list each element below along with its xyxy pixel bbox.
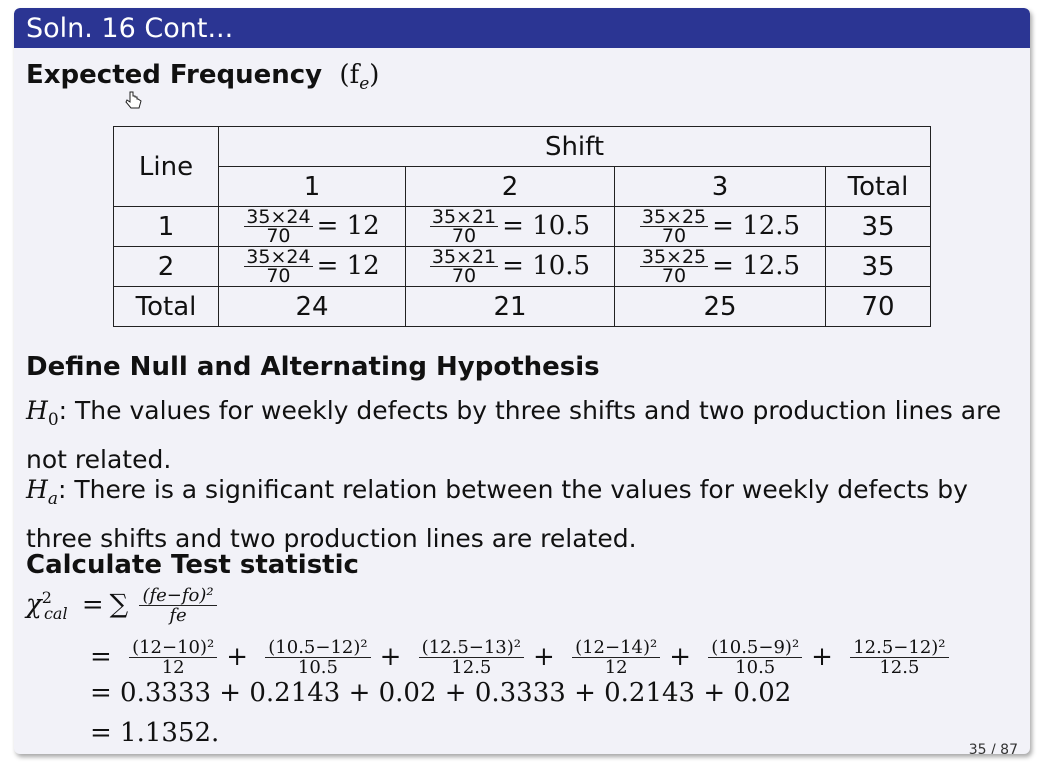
shift-header: Shift [218, 126, 931, 167]
fe-close: ) [369, 60, 380, 90]
row-total: 35 [825, 246, 931, 287]
expected-frequency-heading: Expected Frequency (fe) [26, 60, 379, 94]
total-value: 24 [218, 286, 406, 327]
alternative-hypothesis: Ha: There is a significant relation betw… [26, 475, 968, 553]
table-cell: 35×25 70 = 12.5 [614, 246, 826, 287]
row-label: 1 [113, 206, 219, 247]
slide: Soln. 16 Cont... Expected Frequency (fe)… [14, 8, 1030, 754]
table-cell: 35×21 70 = 10.5 [405, 246, 615, 287]
slide-title: Soln. 16 Cont... [14, 8, 1030, 48]
table-row: 2 35×24 70 = 12 35×21 70 = 10.5 35×25 70 = 12.… [113, 246, 931, 287]
col-header: 2 [405, 166, 615, 207]
fe-sub: e [359, 74, 370, 95]
total-value: 21 [405, 286, 615, 327]
col-header: 3 [614, 166, 826, 207]
chi-square-result: = 1.1352. [90, 718, 220, 748]
col-header: Total [825, 166, 931, 207]
test-statistic-heading: Calculate Test statistic [26, 550, 359, 580]
total-value: 70 [825, 286, 931, 327]
fe-open: (f [339, 60, 360, 90]
page-number: 35 / 87 [968, 742, 1018, 754]
table-row: 1 35×24 70 = 12 35×21 70 = 10.5 35×25 70 = 12.… [113, 206, 931, 247]
col-header: 1 [218, 166, 406, 207]
expected-frequency-label: Expected Frequency [26, 60, 323, 90]
hand-cursor-icon [125, 91, 142, 109]
chi-square-expansion: = (12−10)² 12 + (10.5−12)² 10.5 + (12.5−13)²… [84, 638, 952, 677]
table-cell: 35×25 70 = 12.5 [614, 206, 826, 247]
hypothesis-heading: Define Null and Alternating Hypothesis [26, 352, 600, 382]
row-total: 35 [825, 206, 931, 247]
total-label: Total [113, 286, 219, 327]
line-header: Line [113, 126, 219, 207]
total-value: 25 [614, 286, 826, 327]
table-cell: 35×21 70 = 10.5 [405, 206, 615, 247]
table-cell: 35×24 70 = 12 [218, 206, 406, 247]
null-hypothesis: H0: The values for weekly defects by thr… [26, 396, 1002, 474]
chi-square-values: = 0.3333 + 0.2143 + 0.02 + 0.3333 + 0.21… [90, 678, 792, 708]
chi-square-formula: χ2cal = ∑ (fe−fo)² fe [26, 586, 220, 625]
table-cell: 35×24 70 = 12 [218, 246, 406, 287]
table-total-row: Total 24 21 25 70 [113, 286, 931, 327]
expected-frequency-table: Line Shift 1 2 3 Total 1 35×24 70 = 12 35×… [113, 126, 931, 327]
row-label: 2 [113, 246, 219, 287]
